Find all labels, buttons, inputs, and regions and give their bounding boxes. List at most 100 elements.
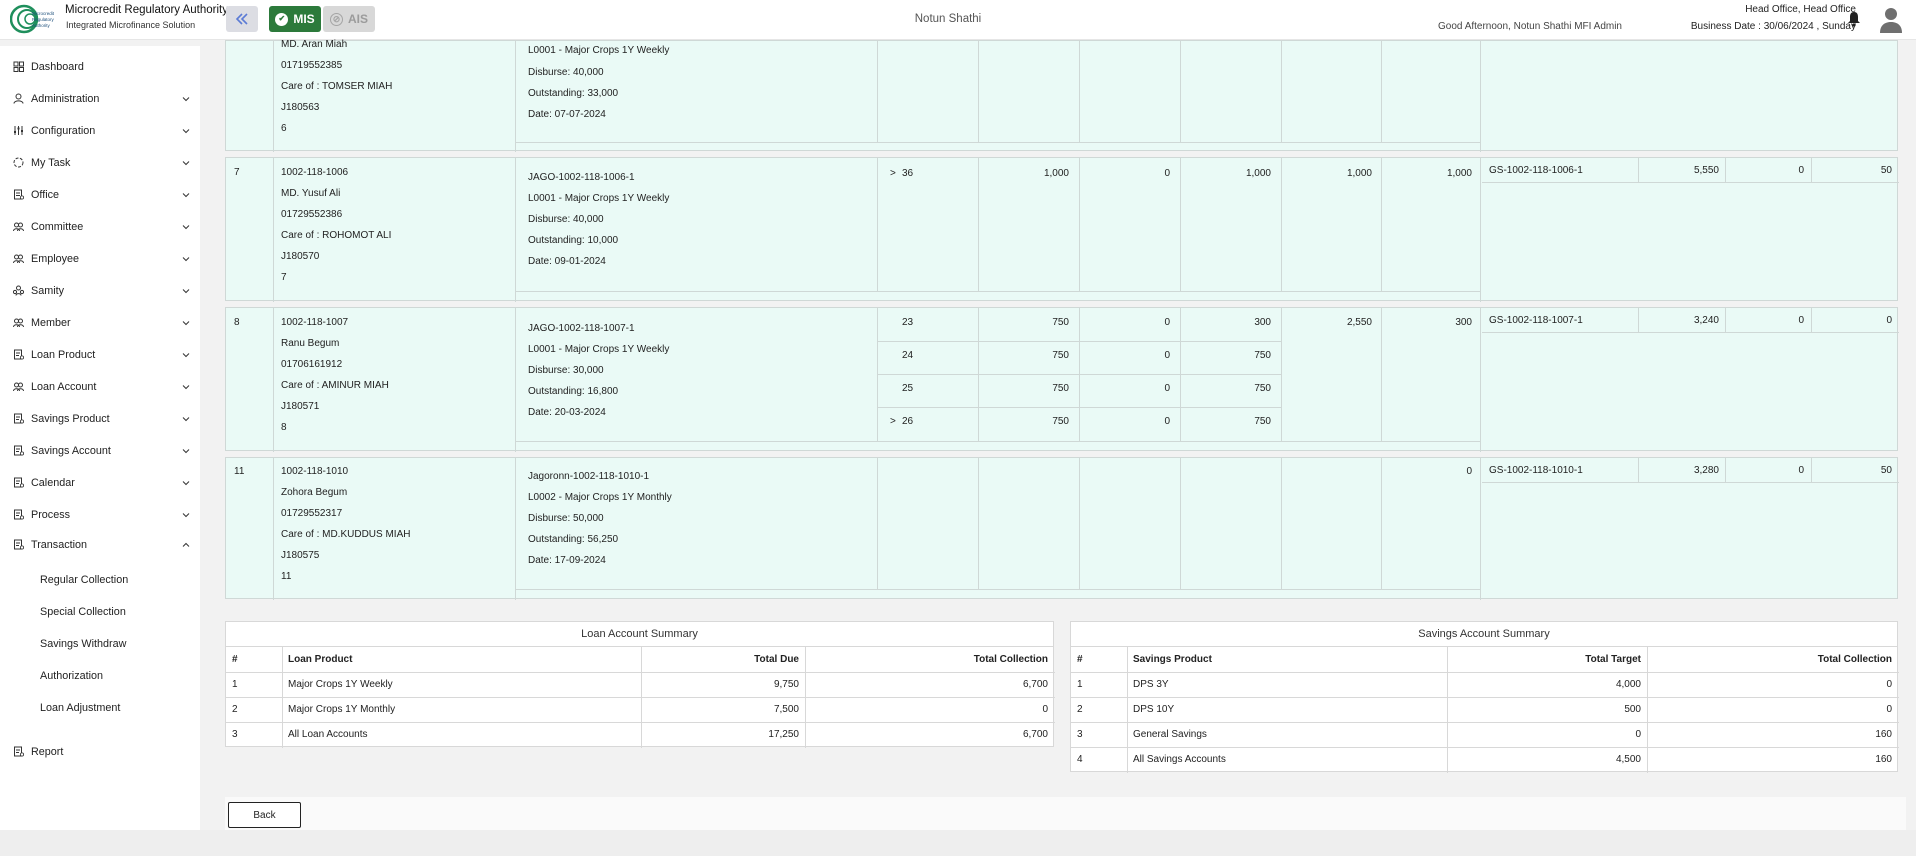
sidebar-subitem-authorization[interactable]: Authorization	[40, 670, 104, 682]
sidebar-item-loan-product[interactable]: Loan Product	[0, 344, 200, 366]
loan-product: L0002 - Major Crops 1Y Monthly	[528, 492, 672, 503]
chevron-up-icon	[182, 542, 190, 547]
chevron-down-icon	[182, 97, 190, 102]
sidebar-item-committee[interactable]: Committee	[0, 216, 200, 238]
savings-balance: 3,280	[1693, 465, 1719, 476]
sidebar-subitem-loan-adjustment[interactable]: Loan Adjustment	[40, 702, 121, 714]
savings-summary-cell: 160	[1875, 729, 1892, 740]
sidebar-item-label: My Task	[31, 157, 71, 169]
installment-amount: 750	[1052, 317, 1069, 328]
people-icon	[13, 222, 24, 232]
loan-summary-cell: 0	[1042, 704, 1048, 715]
savings-summary-cell: 0	[1635, 729, 1641, 740]
loan-summary-title: Loan Account Summary	[226, 622, 1053, 647]
total-due: 1,000	[1346, 168, 1372, 179]
installment-due: 750	[1254, 383, 1271, 394]
chevron-down-icon	[182, 417, 190, 422]
sidebar-collapse-button[interactable]	[226, 6, 258, 32]
sidebar-item-dashboard[interactable]: Dashboard	[0, 56, 200, 78]
savings-account-code: GS-1002-118-1010-1	[1489, 465, 1583, 476]
mis-label: MIS	[293, 12, 315, 26]
sidebar-item-label: Administration	[31, 93, 100, 105]
installment-amount: 750	[1052, 383, 1069, 394]
loan-outstanding: Outstanding: 56,250	[528, 534, 619, 545]
member-id: 1002-118-1006	[281, 167, 349, 178]
loan-summary-cell: Major Crops 1Y Weekly	[288, 679, 393, 690]
member-serial: 11	[281, 571, 292, 582]
sidebar-item-configuration[interactable]: Configuration	[0, 120, 200, 142]
savings-summary-cell: 4,000	[1615, 679, 1641, 690]
member-row: 7 1002-118-1006 MD. Yusuf Ali 0172955238…	[225, 157, 1899, 302]
member-row: 11 1002-118-1010 Zohora Begum 0172955231…	[225, 457, 1899, 600]
savings-account-code: GS-1002-118-1007-1	[1489, 315, 1583, 326]
installment-paid: 0	[1164, 168, 1170, 179]
mis-button[interactable]: ✔ MIS	[269, 6, 321, 32]
installment-paid: 0	[1164, 416, 1170, 427]
savings-withdraw: 0	[1798, 165, 1804, 176]
savings-collection: 50	[1880, 465, 1892, 476]
sidebar-item-savings-product[interactable]: Savings Product	[0, 408, 200, 430]
loan-summary-cell: 6,700	[1022, 679, 1048, 690]
member-phone: 01719552385	[281, 60, 343, 71]
grid-icon	[13, 61, 24, 72]
loan-date: Date: 20-03-2024	[528, 407, 606, 418]
sidebar-item-my-task[interactable]: My Task	[0, 152, 200, 174]
sidebar-item-office[interactable]: Office	[0, 184, 200, 206]
greeting-text: Good Afternoon, Notun Shathi MFI Admin	[1438, 21, 1622, 32]
savings-summary-cell: 0	[1886, 679, 1892, 690]
sidebar-item-employee[interactable]: Employee	[0, 248, 200, 270]
member-phone: 01706161912	[281, 359, 343, 370]
user-icon	[13, 93, 24, 104]
loan-outstanding: Outstanding: 16,800	[528, 386, 619, 397]
sidebar-subitem-special-collection[interactable]: Special Collection	[40, 606, 126, 618]
ais-label: AIS	[347, 12, 368, 26]
sidebar-item-administration[interactable]: Administration	[0, 88, 200, 110]
sidebar-subitem-savings-withdraw[interactable]: Savings Withdraw	[40, 638, 127, 650]
loan-summary-cell: 2	[232, 704, 238, 715]
loan-summary-cell: 7,500	[773, 704, 799, 715]
chevron-down-icon	[182, 289, 190, 294]
chevron-down-icon	[182, 129, 190, 134]
member-name: Ranu Begum	[281, 338, 340, 349]
sidebar-item-report[interactable]: Report	[0, 741, 200, 763]
user-avatar-icon[interactable]	[1879, 6, 1903, 34]
sidebar-item-label: Configuration	[31, 125, 96, 137]
savings-withdraw: 0	[1798, 465, 1804, 476]
sidebar-item-samity[interactable]: Samity	[0, 280, 200, 302]
savings-account-summary-table: Savings Account Summary # Savings Produc…	[1070, 621, 1899, 773]
installment-number: 26	[902, 416, 914, 427]
sidebar-item-label: Samity	[31, 285, 64, 297]
sidebar-item-label: Calendar	[31, 477, 75, 489]
loan-summary-cell: 6,700	[1022, 729, 1048, 740]
loan-disburse: Disburse: 40,000	[528, 214, 604, 225]
sidebar-item-process[interactable]: Process	[0, 504, 200, 526]
back-button[interactable]: Back	[228, 802, 301, 828]
ais-button[interactable]: ⊘ AIS	[323, 6, 375, 32]
sidebar-item-savings-account[interactable]: Savings Account	[0, 440, 200, 462]
savings-summary-header: Savings Product	[1133, 654, 1212, 665]
business-date: Business Date : 30/06/2024 , Sunday	[1690, 21, 1856, 32]
savings-balance: 3,240	[1693, 315, 1719, 326]
people-icon	[13, 318, 24, 328]
chevron-down-icon	[182, 225, 190, 230]
savings-summary-title: Savings Account Summary	[1071, 622, 1897, 647]
sidebar-item-label: Loan Product	[31, 349, 96, 361]
serial-number: 11	[234, 466, 245, 477]
loan-summary-header: #	[232, 654, 238, 665]
sidebar-item-calendar[interactable]: Calendar	[0, 472, 200, 494]
savings-summary-cell: DPS 10Y	[1133, 704, 1175, 715]
loan-account-number: Jagoronn-1002-118-1010-1	[528, 471, 650, 482]
sidebar-item-member[interactable]: Member	[0, 312, 200, 334]
sidebar-subitem-regular-collection[interactable]: Regular Collection	[40, 574, 129, 586]
office-name: Head Office, Head Office	[1745, 4, 1856, 15]
sidebar-item-label: Loan Account	[31, 381, 97, 393]
bell-icon[interactable]	[1847, 11, 1861, 27]
member-name: Zohora Begum	[281, 487, 348, 498]
loan-outstanding: Outstanding: 33,000	[528, 88, 619, 99]
sidebar-item-loan-account[interactable]: Loan Account	[0, 376, 200, 398]
collection-amount: 0	[1466, 466, 1472, 477]
loan-summary-header: Total Due	[754, 654, 799, 665]
chevron-down-icon	[182, 449, 190, 454]
sidebar-item-transaction[interactable]: Transaction	[0, 534, 200, 556]
org-tagline: Integrated Microfinance Solution	[66, 20, 196, 30]
